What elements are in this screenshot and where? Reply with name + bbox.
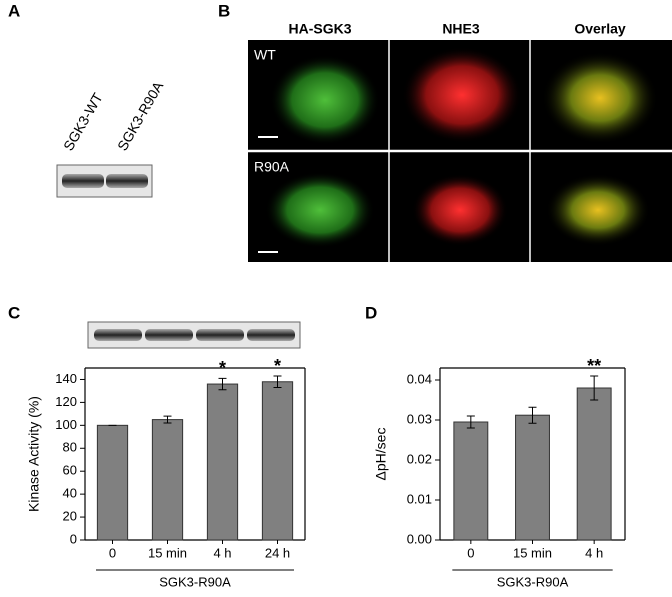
y-axis-label: Kinase Activity (%) — [26, 396, 42, 512]
y-tick-label: 40 — [63, 486, 77, 501]
error-bar — [528, 406, 537, 424]
y-tick-label: 0.02 — [407, 451, 432, 466]
significance: * — [219, 358, 226, 378]
panel-letter: C — [8, 303, 20, 322]
group-label: SGK3-R90A — [497, 574, 569, 589]
y-tick-label: 20 — [63, 509, 77, 524]
y-tick-label: 100 — [55, 417, 77, 432]
bar — [261, 381, 294, 541]
lane-label: SGK3-WT — [60, 90, 106, 154]
y-tick-label: 80 — [63, 440, 77, 455]
x-tick-label: 0 — [467, 545, 474, 560]
western-blot — [56, 164, 153, 198]
column-header: HA-SGK3 — [288, 21, 351, 37]
y-tick-label: 0.03 — [407, 411, 432, 426]
western-blot — [87, 321, 301, 349]
error-bar — [590, 375, 599, 401]
bar — [151, 419, 184, 541]
column-header: Overlay — [574, 21, 626, 37]
x-tick-label: 4 h — [585, 545, 603, 560]
y-tick-label: 120 — [55, 394, 77, 409]
y-tick-label: 0.04 — [407, 371, 432, 386]
error-bar — [163, 415, 172, 424]
bar — [96, 424, 129, 541]
error-bar — [466, 415, 475, 429]
group-label: SGK3-R90A — [159, 574, 231, 589]
significance: ** — [587, 356, 601, 376]
column-header: NHE3 — [442, 21, 480, 37]
y-tick-label: 0.00 — [407, 531, 432, 546]
y-tick-label: 60 — [63, 463, 77, 478]
y-tick-label: 0 — [70, 531, 77, 546]
x-tick-label: 4 h — [213, 545, 231, 560]
x-tick-label: 15 min — [513, 545, 552, 560]
lane-label: SGK3-R90A — [114, 78, 167, 153]
row-label: R90A — [254, 159, 290, 175]
y-tick-label: 0.01 — [407, 491, 432, 506]
y-axis-label: ΔpH/sec — [373, 428, 389, 481]
significance: * — [274, 356, 281, 376]
panel-letter: A — [8, 1, 20, 20]
error-bar — [273, 375, 282, 388]
x-tick-label: 24 h — [265, 545, 290, 560]
panel-letter: B — [218, 1, 230, 20]
panel-letter: D — [365, 303, 377, 322]
micrographs — [248, 40, 672, 262]
bar — [453, 421, 489, 541]
row-label: WT — [254, 47, 276, 63]
x-tick-label: 0 — [109, 545, 116, 560]
bar — [515, 414, 550, 541]
bar — [206, 383, 239, 541]
bar — [576, 387, 612, 541]
y-tick-label: 140 — [55, 371, 77, 386]
x-tick-label: 15 min — [148, 545, 187, 560]
error-bar — [218, 377, 227, 391]
